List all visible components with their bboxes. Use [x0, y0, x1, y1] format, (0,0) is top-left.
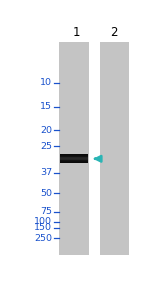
Bar — [60, 157, 88, 158]
Text: 25: 25 — [40, 142, 52, 151]
Text: 20: 20 — [40, 126, 52, 135]
Text: 50: 50 — [40, 189, 52, 197]
Bar — [60, 158, 88, 159]
Text: 2: 2 — [110, 26, 117, 39]
Text: 1: 1 — [73, 26, 81, 39]
Bar — [60, 156, 88, 157]
Bar — [60, 161, 88, 162]
Text: 15: 15 — [40, 103, 52, 111]
Bar — [59, 42, 88, 255]
Bar — [60, 159, 88, 160]
Text: 150: 150 — [34, 223, 52, 232]
Text: 100: 100 — [34, 217, 52, 226]
Text: 37: 37 — [40, 168, 52, 177]
Text: 10: 10 — [40, 78, 52, 87]
Text: 75: 75 — [40, 207, 52, 216]
Text: 250: 250 — [34, 234, 52, 243]
Bar — [60, 154, 88, 163]
Bar — [100, 42, 129, 255]
Bar — [60, 160, 88, 161]
Bar — [60, 154, 88, 155]
Bar — [60, 155, 88, 156]
Bar — [60, 162, 88, 163]
